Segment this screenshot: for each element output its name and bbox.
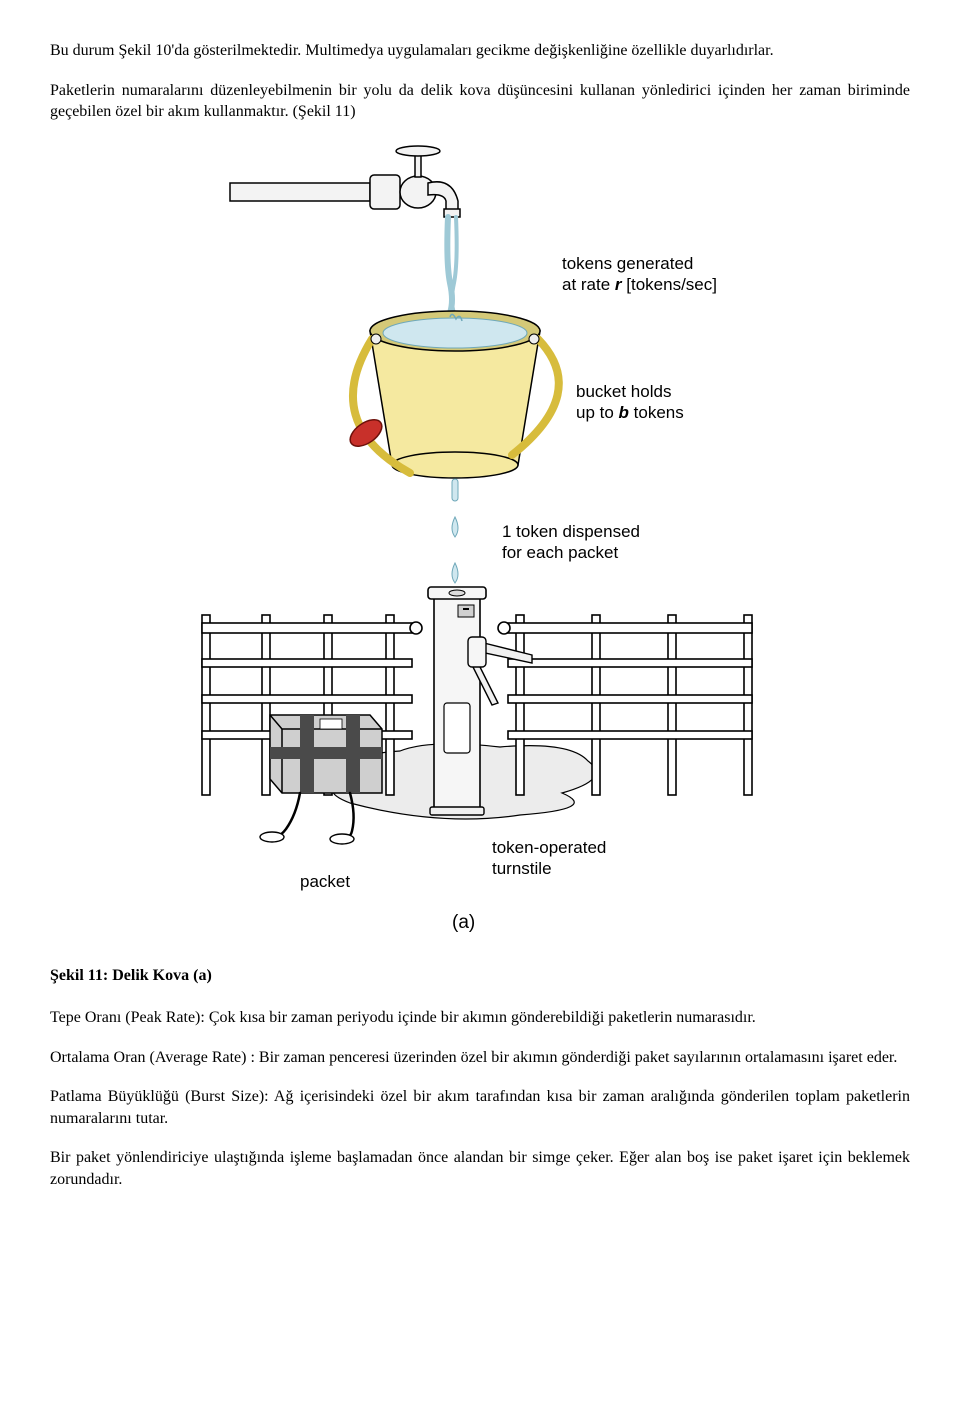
label-line: tokens generated — [562, 254, 693, 273]
drip-icon — [452, 479, 458, 583]
water-stream-icon — [447, 217, 456, 313]
label-bucket-holds: bucket holds up to b tokens — [576, 381, 684, 424]
paragraph-5: Patlama Büyüklüğü (Burst Size): Ağ içeri… — [50, 1086, 910, 1129]
label-line: turnstile — [492, 859, 552, 878]
label-line: (a) — [452, 912, 475, 933]
paragraph-6: Bir paket yönlendiriciye ulaştığında işl… — [50, 1147, 910, 1190]
label-line: packet — [300, 872, 350, 891]
paragraph-2: Paketlerin numaralarını düzenleyebilmeni… — [50, 80, 910, 123]
paragraph-1: Bu durum Şekil 10'da gösterilmektedir. M… — [50, 40, 910, 62]
figure-11: tokens generated at rate r [tokens/sec] … — [50, 143, 910, 950]
label-line: 1 token dispensed — [502, 522, 640, 541]
label-dispensed: 1 token dispensed for each packet — [502, 521, 640, 564]
label-turnstile: token-operated turnstile — [492, 837, 606, 880]
faucet-icon — [230, 146, 460, 217]
label-line: for each packet — [502, 543, 618, 562]
label-line: token-operated — [492, 838, 606, 857]
paragraph-3: Tepe Oranı (Peak Rate): Çok kısa bir zam… — [50, 1007, 910, 1029]
label-line: bucket holds — [576, 382, 671, 401]
label-line: at rate r [tokens/sec] — [562, 275, 717, 294]
label-line: up to b tokens — [576, 403, 684, 422]
label-packet: packet — [300, 871, 350, 892]
label-tokens-generated: tokens generated at rate r [tokens/sec] — [562, 253, 717, 296]
bucket-icon — [346, 311, 559, 478]
token-bucket-diagram: tokens generated at rate r [tokens/sec] … — [200, 143, 760, 943]
paragraph-4: Ortalama Oran (Average Rate) : Bir zaman… — [50, 1047, 910, 1069]
figure-caption: Şekil 11: Delik Kova (a) — [50, 965, 910, 987]
label-sub-a: (a) — [452, 911, 475, 935]
packet-icon — [260, 715, 382, 844]
